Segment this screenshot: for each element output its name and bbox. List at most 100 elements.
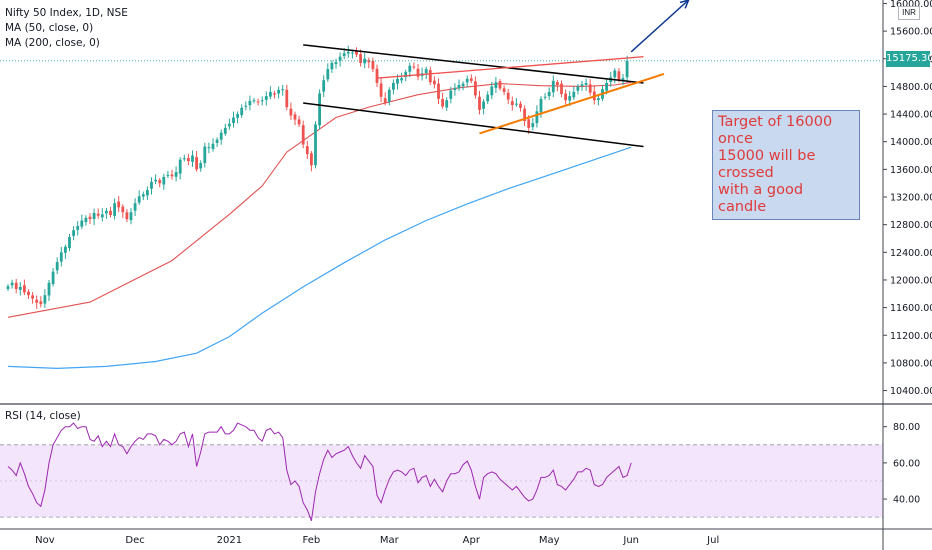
candle-body[interactable] [314,124,317,166]
candle-body[interactable] [515,103,518,105]
candle-body[interactable] [269,91,272,97]
candle-body[interactable] [396,78,399,84]
candle-body[interactable] [72,230,75,236]
candle-body[interactable] [121,206,125,213]
candle-body[interactable] [31,295,34,299]
candle-body[interactable] [412,66,416,68]
candle-body[interactable] [527,119,531,128]
candle-body[interactable] [437,83,440,99]
candle-body[interactable] [129,212,133,221]
channel-lower-trendline[interactable] [303,102,644,148]
candle-body[interactable] [59,252,63,262]
candle-body[interactable] [502,88,506,92]
candle-body[interactable] [359,54,362,63]
candle-body[interactable] [469,78,473,81]
candle-body[interactable] [23,285,26,293]
candle-body[interactable] [568,96,572,101]
candle-body[interactable] [416,68,420,77]
candle-body[interactable] [367,60,371,63]
candle-body[interactable] [297,119,301,125]
candle-body[interactable] [228,123,231,127]
candle-body[interactable] [207,147,211,149]
candle-body[interactable] [404,71,408,78]
candle-body[interactable] [576,86,580,91]
candle-body[interactable] [174,172,178,177]
candle-body[interactable] [445,100,449,108]
candle-body[interactable] [203,146,207,164]
candle-body[interactable] [100,214,104,218]
candle-body[interactable] [195,157,198,170]
candle-body[interactable] [158,180,162,184]
support-trendline[interactable] [479,73,665,135]
candle-body[interactable] [264,96,268,100]
candle-body[interactable] [211,143,215,149]
candle-body[interactable] [47,282,51,296]
ma200-legend[interactable]: MA (200, close, 0) [5,37,100,49]
candle-body[interactable] [387,89,391,102]
candle-body[interactable] [371,60,375,70]
candle-body[interactable] [551,80,555,93]
candle-body[interactable] [392,82,395,90]
ma200-line[interactable] [7,146,632,370]
candle-body[interactable] [285,89,289,108]
candle-body[interactable] [461,83,465,87]
candle-body[interactable] [252,100,256,102]
candle-body[interactable] [39,301,43,305]
candle-body[interactable] [244,105,248,107]
ma50-legend[interactable]: MA (50, close, 0) [5,22,94,34]
candle-body[interactable] [125,212,129,220]
candle-body[interactable] [474,81,477,96]
candle-body[interactable] [76,226,80,230]
candle-body[interactable] [330,62,334,70]
candle-body[interactable] [342,53,346,57]
candle-body[interactable] [92,212,96,219]
target-arrow-line[interactable] [630,0,690,53]
candle-body[interactable] [605,82,608,91]
candle-body[interactable] [613,70,617,78]
candle-body[interactable] [428,70,432,83]
candle-body[interactable] [625,60,629,78]
candle-body[interactable] [535,111,539,124]
candle-body[interactable] [178,159,182,174]
candle-body[interactable] [10,282,14,286]
candle-body[interactable] [547,91,551,97]
candle-body[interactable] [383,98,387,103]
candle-body[interactable] [482,101,485,109]
candle-body[interactable] [494,82,498,88]
candle-body[interactable] [256,101,260,103]
candle-body[interactable] [55,261,59,271]
target-annotation[interactable]: Target of 16000 once 15000 will be cross… [712,110,860,220]
candle-body[interactable] [433,80,436,85]
candle-body[interactable] [580,84,584,87]
candle-body[interactable] [338,56,342,61]
candle-body[interactable] [510,101,514,106]
candle-body[interactable] [51,271,55,284]
candle-body[interactable] [564,93,567,101]
currency-button[interactable]: INR [898,6,920,20]
candle-body[interactable] [379,83,383,97]
candle-body[interactable] [113,203,116,216]
candle-body[interactable] [408,65,412,72]
candle-body[interactable] [523,108,526,121]
candle-body[interactable] [182,158,186,160]
candle-body[interactable] [273,93,276,95]
candle-body[interactable] [588,84,592,93]
candle-body[interactable] [326,69,330,80]
candle-body[interactable] [584,82,588,85]
candle-body[interactable] [572,91,576,98]
candle-body[interactable] [486,94,490,102]
candle-body[interactable] [355,51,358,55]
candle-body[interactable] [310,153,313,166]
candle-body[interactable] [560,83,563,95]
channel-upper-trendline[interactable] [303,44,644,84]
candle-body[interactable] [363,58,367,64]
candle-body[interactable] [346,51,350,54]
rsi-legend[interactable]: RSI (14, close) [5,410,81,422]
candle-body[interactable] [170,174,174,177]
candle-body[interactable] [35,299,39,303]
candle-body[interactable] [117,201,121,208]
candle-body[interactable] [6,286,10,289]
candle-body[interactable] [539,98,543,113]
candle-body[interactable] [597,98,600,101]
